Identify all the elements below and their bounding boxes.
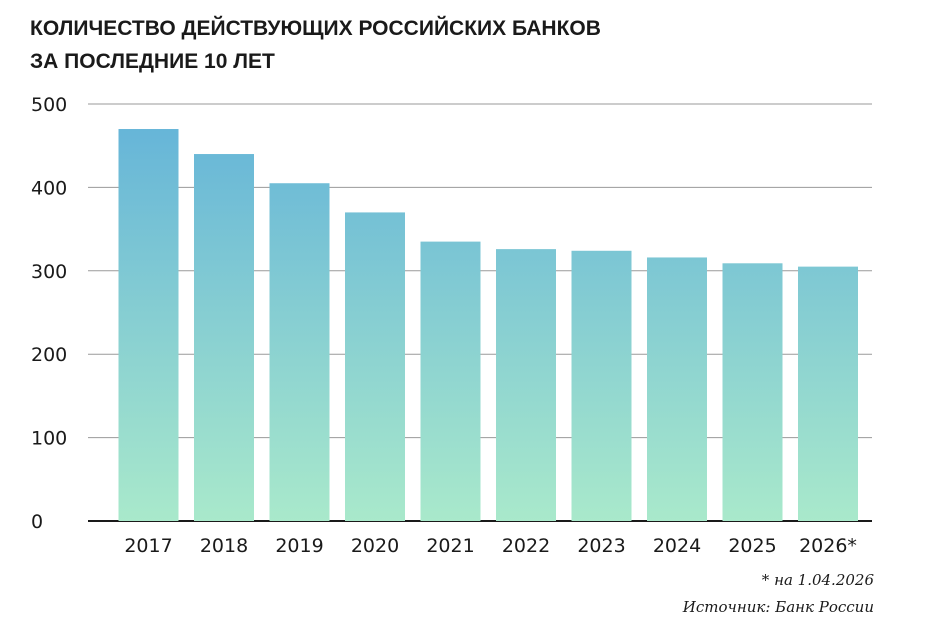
x-tick-label-2018: 2018: [200, 535, 248, 557]
x-tick-label-2025: 2025: [728, 535, 776, 557]
x-tick-label-2023: 2023: [577, 535, 625, 557]
chart-title-line-2: ЗА ПОСЛЕДНИЕ 10 ЛЕТ: [30, 50, 275, 73]
bar-2023: [571, 250, 632, 521]
x-tick-label-2017: 2017: [124, 535, 172, 557]
bar-2020: [345, 212, 405, 522]
x-tick-label-2021: 2021: [426, 535, 474, 557]
bar-2026: [798, 266, 858, 521]
source-note: Источник: Банк России: [682, 598, 874, 616]
y-tick-label-400: 400: [31, 177, 67, 199]
bar-2022: [496, 249, 556, 521]
bar-2021: [420, 241, 481, 522]
x-tick-label-2026: 2026*: [799, 535, 857, 557]
chart-title: КОЛИЧЕСТВО ДЕЙСТВУЮЩИХ РОССИЙСКИХ БАНКОВ…: [30, 12, 601, 78]
footnote: * на 1.04.2026: [761, 571, 874, 589]
y-tick-label-100: 100: [31, 428, 67, 450]
y-axis-tick-labels: 0 100 200 300 400 500: [31, 94, 67, 533]
bar-2019: [269, 183, 330, 522]
y-tick-label-200: 200: [31, 344, 67, 366]
bar-2018: [194, 154, 254, 522]
bars: [118, 129, 858, 522]
y-tick-label-0: 0: [31, 511, 43, 533]
x-axis-tick-labels: 2017 2018 2019 2020 2021 2022 2023 2024 2025 2026…: [124, 535, 857, 557]
bar-2024: [647, 257, 707, 521]
x-tick-label-2020: 2020: [351, 535, 399, 557]
x-tick-label-2019: 2019: [275, 535, 323, 557]
bar-2025: [722, 263, 783, 521]
chart-title-line-1: КОЛИЧЕСТВО ДЕЙСТВУЮЩИХ РОССИЙСКИХ БАНКОВ: [30, 17, 601, 40]
y-tick-label-300: 300: [31, 261, 67, 283]
x-tick-label-2022: 2022: [502, 535, 550, 557]
bar-2017: [118, 129, 179, 521]
x-tick-label-2024: 2024: [653, 535, 701, 557]
y-tick-label-500: 500: [31, 94, 67, 116]
